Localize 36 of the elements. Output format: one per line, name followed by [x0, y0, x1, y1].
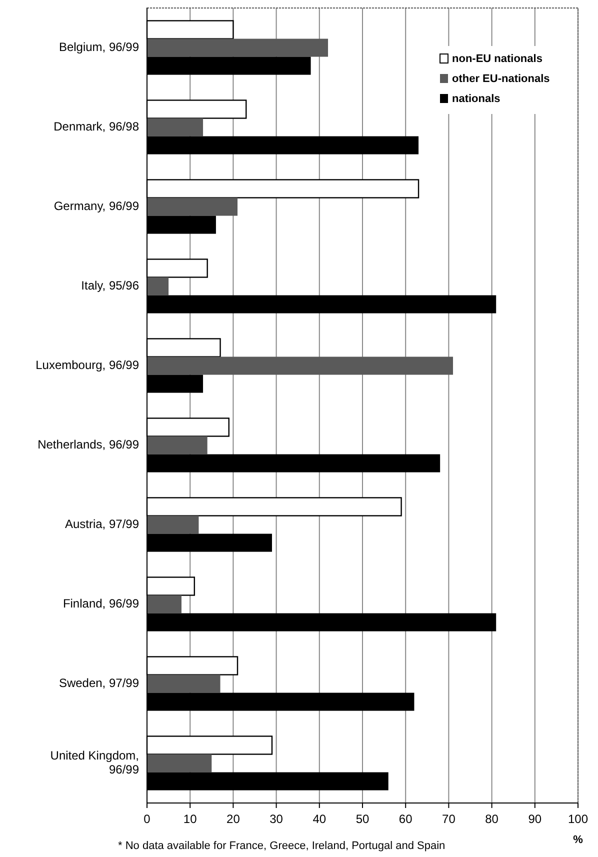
y-tick-label: Luxembourg, 96/99: [36, 358, 140, 372]
y-tick-label: Belgium, 96/99: [58, 40, 140, 54]
x-tick-label: 80: [485, 812, 499, 826]
y-tick-label: Finland, 96/99: [62, 596, 140, 610]
bar: [147, 754, 212, 772]
bar: [147, 118, 204, 136]
y-tick-label: Germany, 96/99: [54, 198, 140, 213]
y-tick-label: Sweden, 97/99: [58, 676, 140, 690]
x-tick-label: 100: [568, 812, 588, 826]
x-tick-label: 0: [144, 812, 151, 826]
y-tick-label: Italy, 95/96: [81, 278, 140, 292]
bar: [147, 277, 169, 296]
x-tick-label: 30: [270, 812, 284, 826]
y-tick-label: Netherlands, 96/99: [38, 437, 140, 452]
y-tick-label: United Kingdom, 96/99: [50, 748, 140, 776]
legend-label: nationals: [452, 93, 500, 105]
bar: [147, 674, 220, 693]
x-tick-label: 20: [226, 812, 240, 826]
legend-label: other EU-nationals: [452, 73, 550, 85]
bar: [147, 198, 238, 216]
text: * No data available for France, Greece, Ireland, Portugal and Spain: [118, 840, 446, 852]
x-tick-label: 90: [528, 812, 542, 826]
x-tick-label: 40: [312, 812, 326, 826]
x-tick-label: 10: [183, 812, 198, 826]
x-tick-label: 70: [442, 812, 456, 826]
x-tick-label: 50: [356, 812, 370, 826]
x-axis-title: %: [573, 834, 584, 846]
bar: [147, 356, 454, 375]
y-tick-label: Austria, 97/99: [64, 516, 140, 531]
bar: [147, 436, 208, 454]
bar: [147, 516, 199, 534]
bar: [147, 38, 328, 57]
y-tick-label: Denmark, 96/98: [54, 119, 140, 134]
x-tick-label: 60: [398, 812, 413, 826]
legend-label: non-EU nationals: [452, 53, 542, 65]
bar: [147, 595, 182, 614]
